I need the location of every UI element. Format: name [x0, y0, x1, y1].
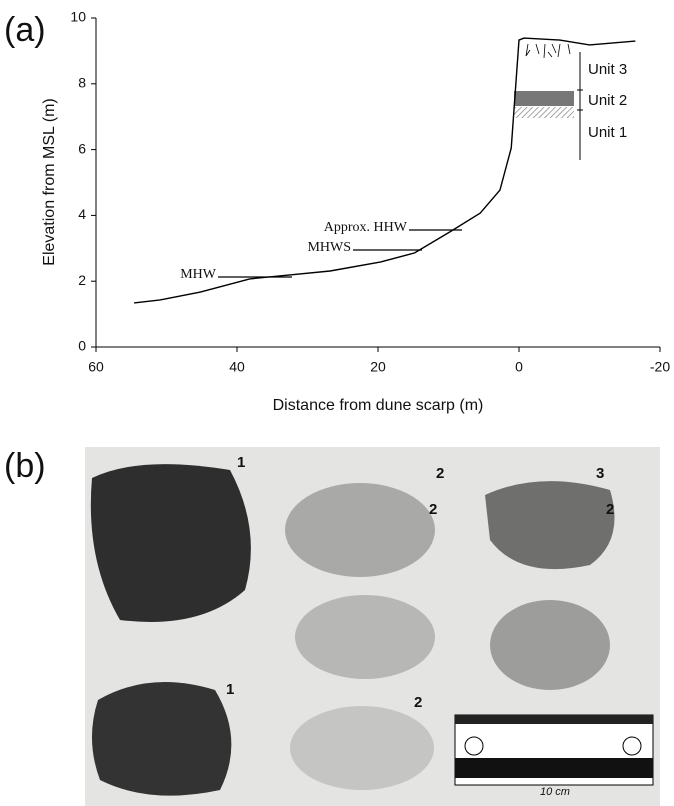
target [464, 736, 484, 756]
scale-label: 10 cm [540, 786, 570, 798]
scale-block [455, 758, 653, 778]
unit-label: Unit 3 [588, 61, 627, 78]
specimen [91, 682, 232, 796]
x-tick-label: 20 [370, 359, 386, 375]
x-tick-label: -20 [650, 359, 670, 375]
y-tick-label: 4 [78, 206, 86, 222]
specimen-label: 2 [606, 501, 614, 518]
y-tick-label: 0 [78, 338, 86, 354]
specimen-label: 2 [429, 501, 437, 518]
x-axis-title: Distance from dune scarp (m) [273, 397, 484, 414]
annotation: Approx. HHW [324, 220, 408, 235]
specimen-label: 1 [226, 681, 234, 698]
photo: 10 cm 1 2 3 2 2 1 2 [85, 447, 660, 806]
profile-line [133, 37, 636, 304]
specimen-label: 3 [596, 465, 604, 482]
specimen [485, 481, 615, 570]
y-tick-label: 2 [78, 272, 86, 288]
unit-label: Unit 2 [588, 92, 627, 109]
y-axis-title: Elevation from MSL (m) [41, 98, 58, 265]
y-tick-label: 8 [78, 75, 86, 91]
panel-label: (a) [4, 11, 46, 49]
unit-2-layer [514, 91, 574, 106]
specimen-label: 2 [436, 465, 444, 482]
ruler [455, 715, 653, 724]
x-tick-label: 60 [88, 359, 104, 375]
specimen-label: 2 [414, 694, 422, 711]
y-tick-label: 6 [78, 140, 86, 156]
x-tick-label: 0 [515, 359, 523, 375]
specimen-label: 1 [237, 454, 245, 471]
unit-label: Unit 1 [588, 124, 627, 141]
annotations: Approx. HHW MHWS MHW Unit 3 Unit 2 Unit … [180, 43, 627, 282]
specimen [490, 600, 610, 690]
y-tick-label: 10 [70, 9, 86, 25]
annotation: MHW [180, 267, 217, 282]
specimen [285, 483, 435, 577]
panel-label: (b) [4, 447, 46, 485]
specimen [90, 464, 251, 622]
x-tick-label: 40 [229, 359, 245, 375]
roots [525, 43, 571, 59]
annotation: MHWS [307, 240, 351, 255]
target [622, 736, 642, 756]
specimen [290, 706, 434, 790]
unit-1-layer [514, 107, 574, 118]
specimen [295, 595, 435, 679]
